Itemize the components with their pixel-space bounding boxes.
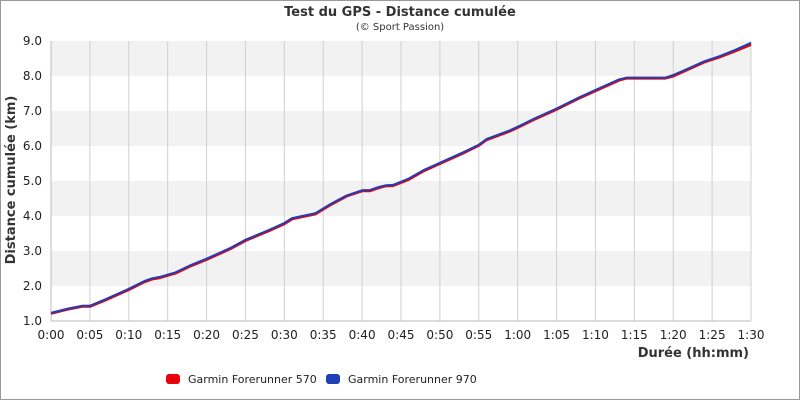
vertical-gridlines (50, 41, 752, 322)
y-tick-label: 9.0 (23, 34, 42, 48)
x-tick-label: 0:30 (271, 328, 298, 342)
legend-label: Garmin Forerunner 970 (348, 373, 477, 386)
y-axis-title: Distance cumulée (km) (4, 96, 19, 265)
x-tick-label: 1:00 (504, 328, 531, 342)
x-tick-label: 0:55 (465, 328, 492, 342)
series-line-forerunner-970 (50, 41, 752, 314)
x-tick-label: 1:25 (699, 328, 726, 342)
y-tick-label: 1.0 (23, 314, 42, 328)
legend-swatch (326, 374, 340, 384)
tick-labels: 0:00 0:05 0:10 0:15 0:20 0:25 0:30 0:35 0:40 0:45… (23, 34, 765, 342)
x-tick-label: 1:30 (738, 328, 765, 342)
x-tick-label: 1:15 (621, 328, 648, 342)
x-tick-label: 1:20 (660, 328, 687, 342)
x-tick-label: 1:05 (543, 328, 570, 342)
legend-swatch (166, 374, 180, 384)
y-tick-label: 5.0 (23, 174, 42, 188)
x-tick-label: 0:45 (388, 328, 415, 342)
y-tick-label: 6.0 (23, 139, 42, 153)
chart-subtitle: (© Sport Passion) (356, 22, 444, 33)
x-tick-label: 0:10 (115, 328, 142, 342)
x-tick-label: 0:20 (193, 328, 220, 342)
y-tick-label: 8.0 (23, 69, 42, 83)
y-tick-label: 2.0 (23, 279, 42, 293)
x-tick-label: 0:40 (349, 328, 376, 342)
series-lines (50, 41, 752, 315)
y-tick-label: 3.0 (23, 244, 42, 258)
legend-label: Garmin Forerunner 570 (188, 373, 317, 386)
x-tick-label: 0:25 (232, 328, 259, 342)
x-tick-label: 1:10 (582, 328, 609, 342)
x-tick-label: 0:05 (76, 328, 103, 342)
x-tick-label: 0:50 (426, 328, 453, 342)
y-tick-label: 7.0 (23, 104, 42, 118)
x-axis-title: Durée (hh:mm) (638, 346, 749, 361)
x-tick-label: 0:15 (154, 328, 181, 342)
y-tick-label: 4.0 (23, 209, 42, 223)
x-tick-label: 0:00 (38, 328, 65, 342)
chart-title: Test du GPS - Distance cumulée (284, 5, 516, 20)
legend: Garmin Forerunner 570 Garmin Forerunner 9… (166, 373, 477, 386)
x-tick-label: 0:35 (310, 328, 337, 342)
